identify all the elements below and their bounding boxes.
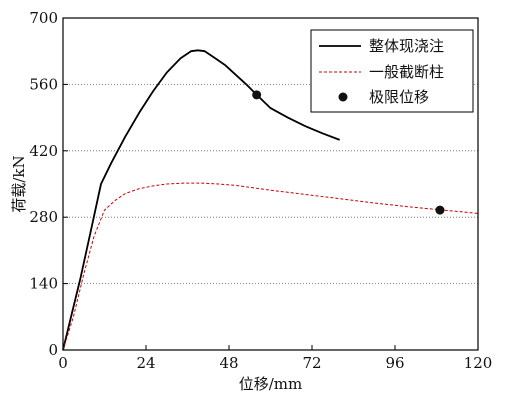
y-tick-label-3: 420 <box>29 142 58 160</box>
x-tick-label-1: 24 <box>136 354 155 372</box>
series-line-2 <box>62 182 479 351</box>
limit-displacement-point-2 <box>435 205 445 215</box>
x-tick-label-2: 48 <box>219 354 238 372</box>
y-tick-label-4: 560 <box>29 75 58 93</box>
series-layer <box>62 49 479 351</box>
y-tick-label-5: 700 <box>29 9 58 27</box>
gridlines <box>63 84 478 285</box>
x-tick-label-5: 120 <box>464 354 493 372</box>
y-tick-label-2: 280 <box>29 208 58 226</box>
x-axis-title: 位移/mm <box>239 375 303 393</box>
legend-swatch-markers <box>338 92 348 102</box>
x-tick-label-4: 96 <box>385 354 404 372</box>
plot-frame <box>62 17 479 351</box>
limit-displacement-point-1 <box>252 90 262 100</box>
y-axis-title: 荷载/kN <box>10 155 28 212</box>
y-tick-label-1: 140 <box>29 275 58 293</box>
x-tick-label-3: 72 <box>302 354 321 372</box>
limit-displacement-markers <box>252 90 445 215</box>
legend-label-markers: 极限位移 <box>369 88 429 106</box>
legend-label-series-1: 整体现浇注 <box>369 37 444 55</box>
x-tick-label-0: 0 <box>58 354 68 372</box>
y-tick-label-0: 0 <box>48 341 58 359</box>
axis-ticks: 0 24 48 72 96 120 0 140 280 420 560 700 <box>29 9 492 372</box>
legend-box <box>310 29 474 113</box>
legend: 整体现浇注 一般截断柱 极限位移 <box>310 29 474 113</box>
series-line-1 <box>62 49 341 351</box>
legend-label-series-2: 一般截断柱 <box>369 63 444 81</box>
